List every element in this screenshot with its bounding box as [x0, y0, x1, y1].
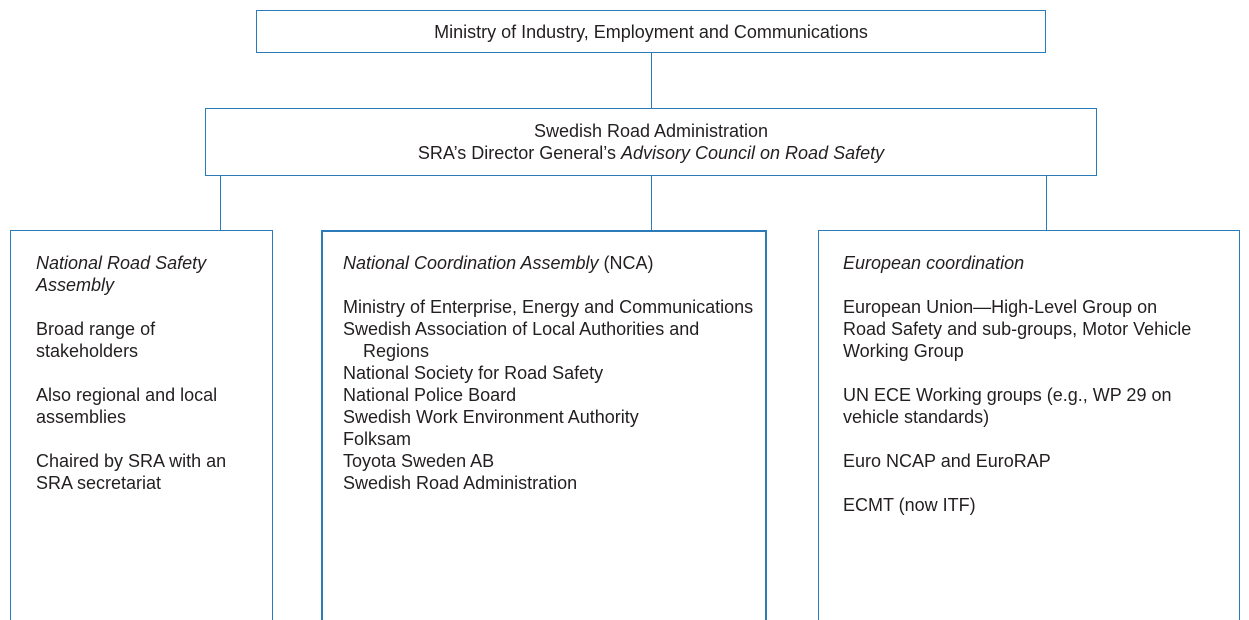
paragraph: ECMT (now ITF) [843, 495, 976, 515]
paragraph: Broad range of stakeholders [36, 319, 156, 361]
ministry-box: Ministry of Industry, Employment and Com… [256, 10, 1046, 53]
member: Folksam [343, 429, 412, 449]
paragraph: European Union—High-Level Group on Road … [843, 297, 1192, 361]
sra-line2-prefix: SRA’s Director General’s [417, 143, 621, 163]
column-box: National Coordination Assembly (NCA) Min… [321, 230, 767, 620]
connector [1046, 175, 1047, 231]
column-title: National Coordination Assembly [343, 253, 599, 273]
paragraph: Euro NCAP and EuroRAP [843, 451, 1051, 471]
column-title: European coordination [843, 253, 1025, 273]
column-title-suffix: (NCA) [598, 253, 654, 273]
connector [651, 52, 652, 109]
paragraph: UN ECE Working groups (e.g., WP 29 on ve… [843, 385, 1172, 427]
paragraph: Chaired by SRA with an SRA secretariat [36, 451, 227, 493]
member: Toyota Sweden AB [343, 451, 495, 471]
connector [220, 175, 221, 231]
member: Swedish Association of Local Authorities… [343, 319, 700, 361]
sra-line2: SRA’s Director General’s Advisory Counci… [206, 142, 1096, 164]
connector [651, 175, 652, 231]
member: National Society for Road Safety [343, 363, 604, 383]
member: National Police Board [343, 385, 517, 405]
paragraph: Also regional and local assemblies [36, 385, 218, 427]
ministry-label: Ministry of Industry, Employment and Com… [434, 22, 868, 42]
column-box: National Road Safety Assembly Broad rang… [10, 230, 273, 620]
sra-box: Swedish Road Administration SRA’s Direct… [205, 108, 1097, 176]
column-title: National Road Safety Assembly [36, 253, 207, 295]
column-box: European coordination European Union—Hig… [818, 230, 1240, 620]
member: Swedish Road Administration [343, 473, 578, 493]
member: Swedish Work Environment Authority [343, 407, 639, 427]
sra-line1: Swedish Road Administration [533, 121, 769, 141]
sra-line2-italic: Advisory Council on Road Safety [620, 143, 885, 163]
member: Ministry of Enterprise, Energy and Commu… [343, 297, 754, 317]
